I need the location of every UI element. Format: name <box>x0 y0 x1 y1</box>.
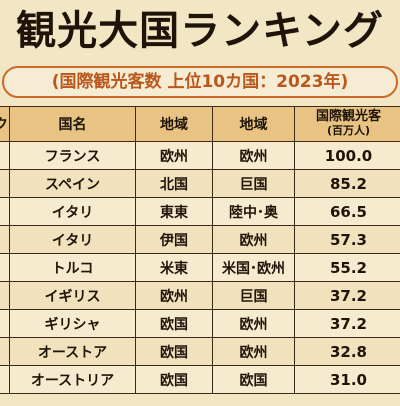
region-cell-1: 欧国 <box>136 366 213 394</box>
visitors-cell: 32.8 <box>295 338 400 366</box>
visitors-cell: 85.2 <box>295 170 400 198</box>
region-column-header-2: 地域 <box>213 107 295 142</box>
country-cell: ギリシャ <box>10 310 136 338</box>
country-cell: イギリス <box>10 282 136 310</box>
subtitle-banner: (国際観光客数 上位10カ国：2023年) <box>2 66 398 98</box>
rank-cell <box>0 366 10 394</box>
rank-cell <box>0 170 10 198</box>
country-cell: イタリ <box>10 226 136 254</box>
visitors-cell: 66.5 <box>295 198 400 226</box>
region-cell-2: 米国･欧州 <box>213 254 295 282</box>
rank-column-header: ク <box>0 107 10 142</box>
visitors-column-header: 国際観光客 (百万人) <box>295 107 400 142</box>
visitors-cell: 55.2 <box>295 254 400 282</box>
visitors-cell: 100.0 <box>295 142 400 170</box>
visitors-cell: 57.3 <box>295 226 400 254</box>
region-cell-2: 欧国 <box>213 366 295 394</box>
region-cell-2: 巨国 <box>213 170 295 198</box>
rank-cell <box>0 142 10 170</box>
visitors-cell: 31.0 <box>295 366 400 394</box>
visitors-header-label: 国際観光客 <box>316 109 381 124</box>
region-cell-1: 東東 <box>136 198 213 226</box>
region-cell-1: 欧国 <box>136 310 213 338</box>
country-column-header: 国名 <box>10 107 136 142</box>
rank-cell <box>0 198 10 226</box>
region-cell-1: 欧州 <box>136 142 213 170</box>
region-column-header-1: 地域 <box>136 107 213 142</box>
visitors-header-unit: (百万人) <box>295 124 400 138</box>
region-cell-2: 欧州 <box>213 226 295 254</box>
region-cell-1: 欧州 <box>136 282 213 310</box>
rank-cell <box>0 254 10 282</box>
region-cell-1: 北国 <box>136 170 213 198</box>
region-cell-2: 陸中･奥 <box>213 198 295 226</box>
table-header-row: ク 国名 地域 地域 国際観光客 (百万人) <box>0 107 400 142</box>
rank-cell <box>0 226 10 254</box>
region-cell-2: 欧州 <box>213 142 295 170</box>
country-cell: オーストア <box>10 338 136 366</box>
ranking-table-container: ク 国名 地域 地域 国際観光客 (百万人) フランス欧州欧州100.0スペイン… <box>0 106 400 406</box>
region-cell-2: 欧州 <box>213 338 295 366</box>
page-title: 観光大国ランキング <box>0 2 400 60</box>
country-cell: フランス <box>10 142 136 170</box>
region-cell-2: 欧州 <box>213 310 295 338</box>
region-cell-2: 巨国 <box>213 282 295 310</box>
subtitle-text: (国際観光客数 上位10カ国：2023年) <box>52 72 348 92</box>
visitors-cell: 37.2 <box>295 310 400 338</box>
country-cell: トルコ <box>10 254 136 282</box>
rank-cell <box>0 338 10 366</box>
country-cell: スペイン <box>10 170 136 198</box>
region-cell-1: 伊国 <box>136 226 213 254</box>
rank-cell <box>0 282 10 310</box>
rank-cell <box>0 310 10 338</box>
region-cell-1: 欧国 <box>136 338 213 366</box>
country-cell: オーストリア <box>10 366 136 394</box>
ranking-table: ク 国名 地域 地域 国際観光客 (百万人) フランス欧州欧州100.0スペイン… <box>0 106 400 394</box>
country-cell: イタリ <box>10 198 136 226</box>
region-cell-1: 米東 <box>136 254 213 282</box>
visitors-cell: 37.2 <box>295 282 400 310</box>
